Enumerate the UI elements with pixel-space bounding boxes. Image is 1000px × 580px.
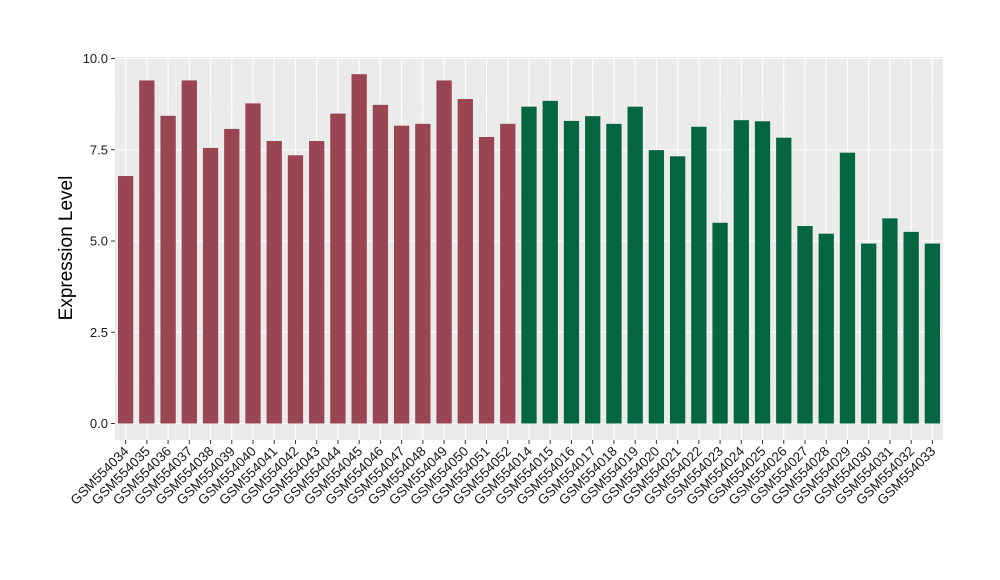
bars — [117, 74, 941, 424]
bar — [797, 226, 813, 424]
bar — [882, 218, 898, 424]
bar — [500, 123, 516, 424]
bar — [351, 74, 367, 424]
bar — [309, 140, 325, 424]
y-tick-label: 10.0 — [83, 51, 108, 66]
bar — [542, 100, 558, 424]
bar — [393, 125, 410, 424]
bar — [627, 106, 643, 424]
bar — [839, 152, 856, 424]
bar — [287, 155, 304, 424]
bar — [924, 243, 941, 424]
bar — [202, 147, 219, 424]
bar — [266, 140, 282, 424]
bar — [117, 176, 134, 424]
bar — [733, 120, 749, 424]
y-tick-label: 5.0 — [90, 234, 108, 249]
bar — [330, 113, 346, 424]
bar — [585, 116, 601, 424]
bar — [754, 121, 771, 424]
bar — [521, 106, 537, 424]
bar — [712, 222, 728, 424]
bar — [372, 104, 389, 424]
bar — [776, 137, 792, 424]
bar — [245, 103, 261, 424]
bar — [160, 115, 176, 424]
bar — [224, 128, 240, 424]
bar — [139, 80, 155, 424]
bar — [861, 243, 877, 424]
bar — [181, 80, 197, 424]
x-axis: GSM554034GSM554035GSM554036GSM554037GSM5… — [68, 440, 939, 508]
bar — [691, 126, 707, 424]
y-tick-label: 2.5 — [90, 325, 108, 340]
y-axis: 0.0 2.5 5.0 7.5 10.0 — [83, 51, 115, 431]
bar — [415, 123, 431, 424]
bar — [606, 123, 622, 424]
bar — [648, 150, 665, 424]
y-tick-label: 0.0 — [90, 416, 108, 431]
bar — [478, 136, 495, 424]
bar — [818, 233, 834, 424]
bar — [669, 156, 686, 424]
bar — [563, 120, 580, 424]
y-axis-title: Expression Level — [56, 176, 77, 321]
bar — [457, 99, 473, 424]
bar — [436, 80, 452, 424]
bar — [903, 231, 919, 424]
y-tick-label: 7.5 — [90, 142, 108, 157]
